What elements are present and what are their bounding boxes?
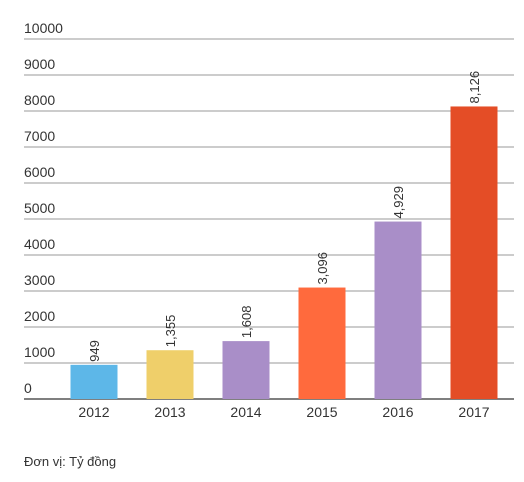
bar-2016 bbox=[374, 221, 422, 399]
y-tick-label-4000: 4000 bbox=[24, 236, 55, 252]
y-tick-label-5000: 5000 bbox=[24, 200, 55, 216]
data-label-2012: 949 bbox=[87, 340, 102, 362]
x-axis-category-labels: 2012 2013 2014 2015 2016 2017 bbox=[78, 404, 489, 420]
gridlines bbox=[24, 38, 514, 400]
x-tick-label-2015: 2015 bbox=[306, 404, 337, 420]
bar-2015 bbox=[298, 287, 346, 399]
y-tick-label-8000: 8000 bbox=[24, 92, 55, 108]
y-tick-label-7000: 7000 bbox=[24, 128, 55, 144]
y-tick-label-1000: 1000 bbox=[24, 344, 55, 360]
bars bbox=[70, 106, 498, 400]
data-label-2015: 3,096 bbox=[315, 252, 330, 285]
data-label-2013: 1,355 bbox=[163, 315, 178, 348]
bar-2012 bbox=[70, 364, 118, 399]
data-label-2017: 8,126 bbox=[467, 71, 482, 104]
x-tick-label-2014: 2014 bbox=[230, 404, 261, 420]
bar-2013 bbox=[146, 350, 194, 399]
x-tick-label-2017: 2017 bbox=[458, 404, 489, 420]
y-axis-tick-labels: 0 1000 2000 3000 4000 5000 6000 7000 8000 9000 100… bbox=[24, 20, 63, 396]
y-tick-label-9000: 9000 bbox=[24, 56, 55, 72]
unit-note: Đơn vị: Tỷ đồng bbox=[24, 454, 117, 469]
data-label-2016: 4,929 bbox=[391, 186, 406, 219]
x-tick-label-2016: 2016 bbox=[382, 404, 413, 420]
bar-2014 bbox=[222, 341, 270, 399]
y-tick-label-3000: 3000 bbox=[24, 272, 55, 288]
x-tick-label-2013: 2013 bbox=[154, 404, 185, 420]
y-tick-label-2000: 2000 bbox=[24, 308, 55, 324]
bar-2017 bbox=[450, 106, 498, 400]
data-labels: 949 1,355 1,608 3,096 4,929 8,126 bbox=[87, 71, 482, 362]
y-tick-label-0: 0 bbox=[24, 380, 32, 396]
data-label-2014: 1,608 bbox=[239, 306, 254, 339]
x-tick-label-2012: 2012 bbox=[78, 404, 109, 420]
y-tick-label-6000: 6000 bbox=[24, 164, 55, 180]
y-tick-label-10000: 10000 bbox=[24, 20, 63, 36]
